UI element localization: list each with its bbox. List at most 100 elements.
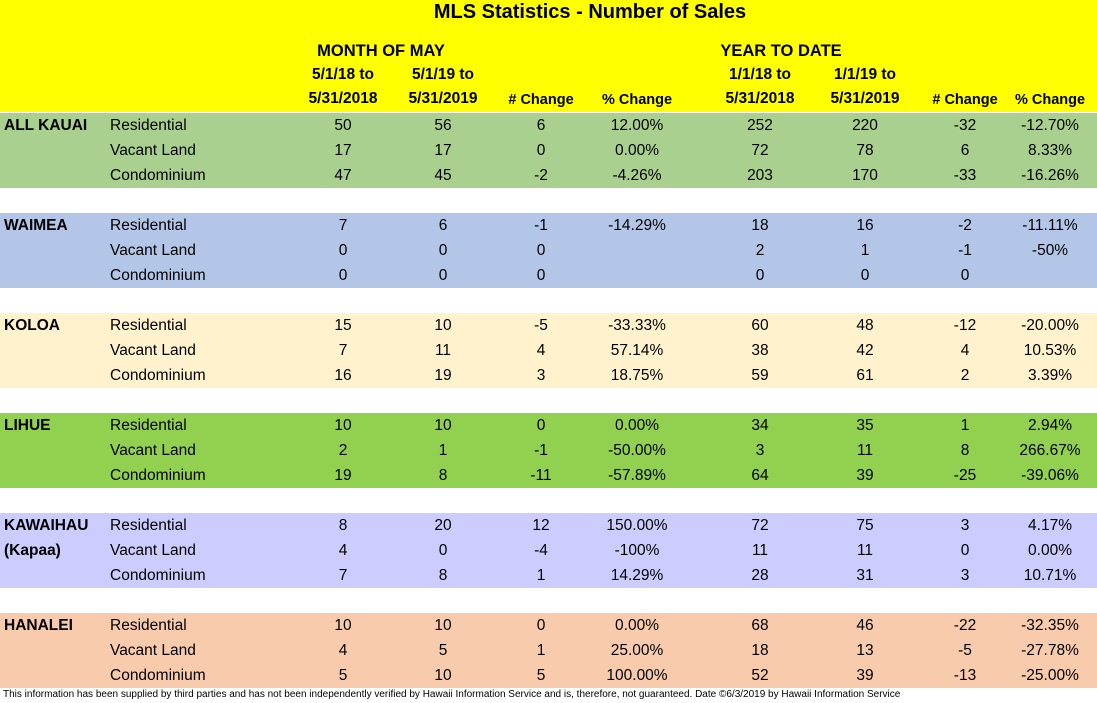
cell: 6 bbox=[438, 217, 448, 234]
property-type: Residential bbox=[110, 317, 187, 334]
cell: 4 bbox=[338, 542, 348, 559]
cell: 18.75% bbox=[610, 367, 664, 384]
month-label: MONTH OF MAY bbox=[317, 42, 445, 60]
cell: 61 bbox=[856, 367, 874, 384]
cell: 0 bbox=[438, 242, 448, 259]
header-band bbox=[0, 0, 1097, 112]
title: MLS Statistics - Number of Sales bbox=[433, 1, 747, 23]
cell: -22 bbox=[953, 617, 977, 634]
cell: 15 bbox=[334, 317, 352, 334]
cell: 57.14% bbox=[610, 342, 664, 359]
column-header: # Change bbox=[508, 92, 574, 108]
cell: 16 bbox=[856, 217, 874, 234]
cell: 2 bbox=[755, 242, 765, 259]
cell: 10 bbox=[434, 667, 452, 684]
cell: 0.00% bbox=[615, 142, 659, 159]
cell: 8 bbox=[960, 442, 970, 459]
cell: 0.00% bbox=[615, 417, 659, 434]
cell: 203 bbox=[747, 167, 773, 184]
cell: 38 bbox=[751, 342, 769, 359]
column-header: % Change bbox=[601, 92, 673, 108]
cell: -1 bbox=[958, 242, 972, 259]
column-header: 5/1/19 to bbox=[411, 66, 475, 83]
cell: 64 bbox=[751, 467, 769, 484]
property-type: Vacant Land bbox=[110, 442, 196, 459]
cell: 19 bbox=[434, 367, 452, 384]
cell: 5 bbox=[438, 642, 448, 659]
region-label: (Kapaa) bbox=[4, 542, 61, 559]
cell: 75 bbox=[856, 517, 874, 534]
cell: 0 bbox=[536, 267, 546, 284]
property-type: Vacant Land bbox=[110, 542, 196, 559]
cell: 2 bbox=[960, 367, 970, 384]
cell: -4 bbox=[534, 542, 548, 559]
cell: 39 bbox=[856, 667, 874, 684]
property-type: Vacant Land bbox=[110, 142, 196, 159]
cell: 16 bbox=[334, 367, 352, 384]
cell: 7 bbox=[338, 217, 348, 234]
property-type: Condominium bbox=[110, 567, 206, 584]
cell: -2 bbox=[958, 217, 972, 234]
cell: 220 bbox=[852, 117, 878, 134]
cell: -32 bbox=[953, 117, 977, 134]
cell: -4.26% bbox=[612, 167, 662, 184]
cell: 14.29% bbox=[610, 567, 664, 584]
property-type: Vacant Land bbox=[110, 642, 196, 659]
property-type: Condominium bbox=[110, 367, 206, 384]
property-type: Residential bbox=[110, 617, 187, 634]
region-label: LIHUE bbox=[4, 417, 51, 434]
cell: 0 bbox=[755, 267, 765, 284]
cell: 56 bbox=[434, 117, 452, 134]
cell: 1 bbox=[960, 417, 970, 434]
cell: 170 bbox=[852, 167, 878, 184]
cell: 48 bbox=[856, 317, 874, 334]
property-type: Condominium bbox=[110, 467, 206, 484]
cell: -27.78% bbox=[1021, 642, 1079, 659]
column-header: 1/1/18 to bbox=[728, 66, 792, 83]
cell: -1 bbox=[534, 442, 548, 459]
cell: 0 bbox=[338, 267, 348, 284]
cell: 3 bbox=[960, 567, 970, 584]
cell: -12 bbox=[953, 317, 977, 334]
cell: -100% bbox=[614, 542, 660, 559]
cell: 11 bbox=[434, 342, 452, 359]
cell: -33 bbox=[953, 167, 977, 184]
property-type: Residential bbox=[110, 517, 187, 534]
column-header: % Change bbox=[1014, 92, 1086, 108]
cell: 0 bbox=[438, 267, 448, 284]
group-band bbox=[0, 613, 1097, 688]
cell: 8 bbox=[438, 567, 448, 584]
cell: 10 bbox=[334, 417, 352, 434]
column-header: 5/31/2018 bbox=[308, 90, 378, 107]
cell: 3 bbox=[536, 367, 546, 384]
column-header: 1/1/19 to bbox=[833, 66, 897, 83]
property-type: Condominium bbox=[110, 167, 206, 184]
column-header: 5/31/2019 bbox=[830, 90, 900, 107]
cell: 0 bbox=[860, 267, 870, 284]
cell: 100.00% bbox=[606, 667, 668, 684]
property-type: Residential bbox=[110, 217, 187, 234]
cell: 1 bbox=[438, 442, 448, 459]
region-label: WAIMEA bbox=[4, 217, 68, 234]
property-type: Condominium bbox=[110, 667, 206, 684]
property-type: Vacant Land bbox=[110, 242, 196, 259]
cell: 1 bbox=[860, 242, 870, 259]
cell: 6 bbox=[536, 117, 546, 134]
region-label: ALL KAUAI bbox=[4, 117, 88, 134]
cell: 20 bbox=[434, 517, 452, 534]
cell: 47 bbox=[334, 167, 352, 184]
group-band bbox=[0, 213, 1097, 288]
cell: 0 bbox=[536, 417, 546, 434]
cell: 150.00% bbox=[606, 517, 668, 534]
cell: 0 bbox=[960, 542, 970, 559]
cell: -16.26% bbox=[1021, 167, 1079, 184]
group-band bbox=[0, 113, 1097, 188]
ytd-label: YEAR TO DATE bbox=[720, 42, 842, 60]
cell: 72 bbox=[751, 517, 769, 534]
cell: -12.70% bbox=[1021, 117, 1079, 134]
cell: 0.00% bbox=[615, 617, 659, 634]
cell: 45 bbox=[434, 167, 452, 184]
group-band bbox=[0, 413, 1097, 488]
cell: 0 bbox=[960, 267, 970, 284]
